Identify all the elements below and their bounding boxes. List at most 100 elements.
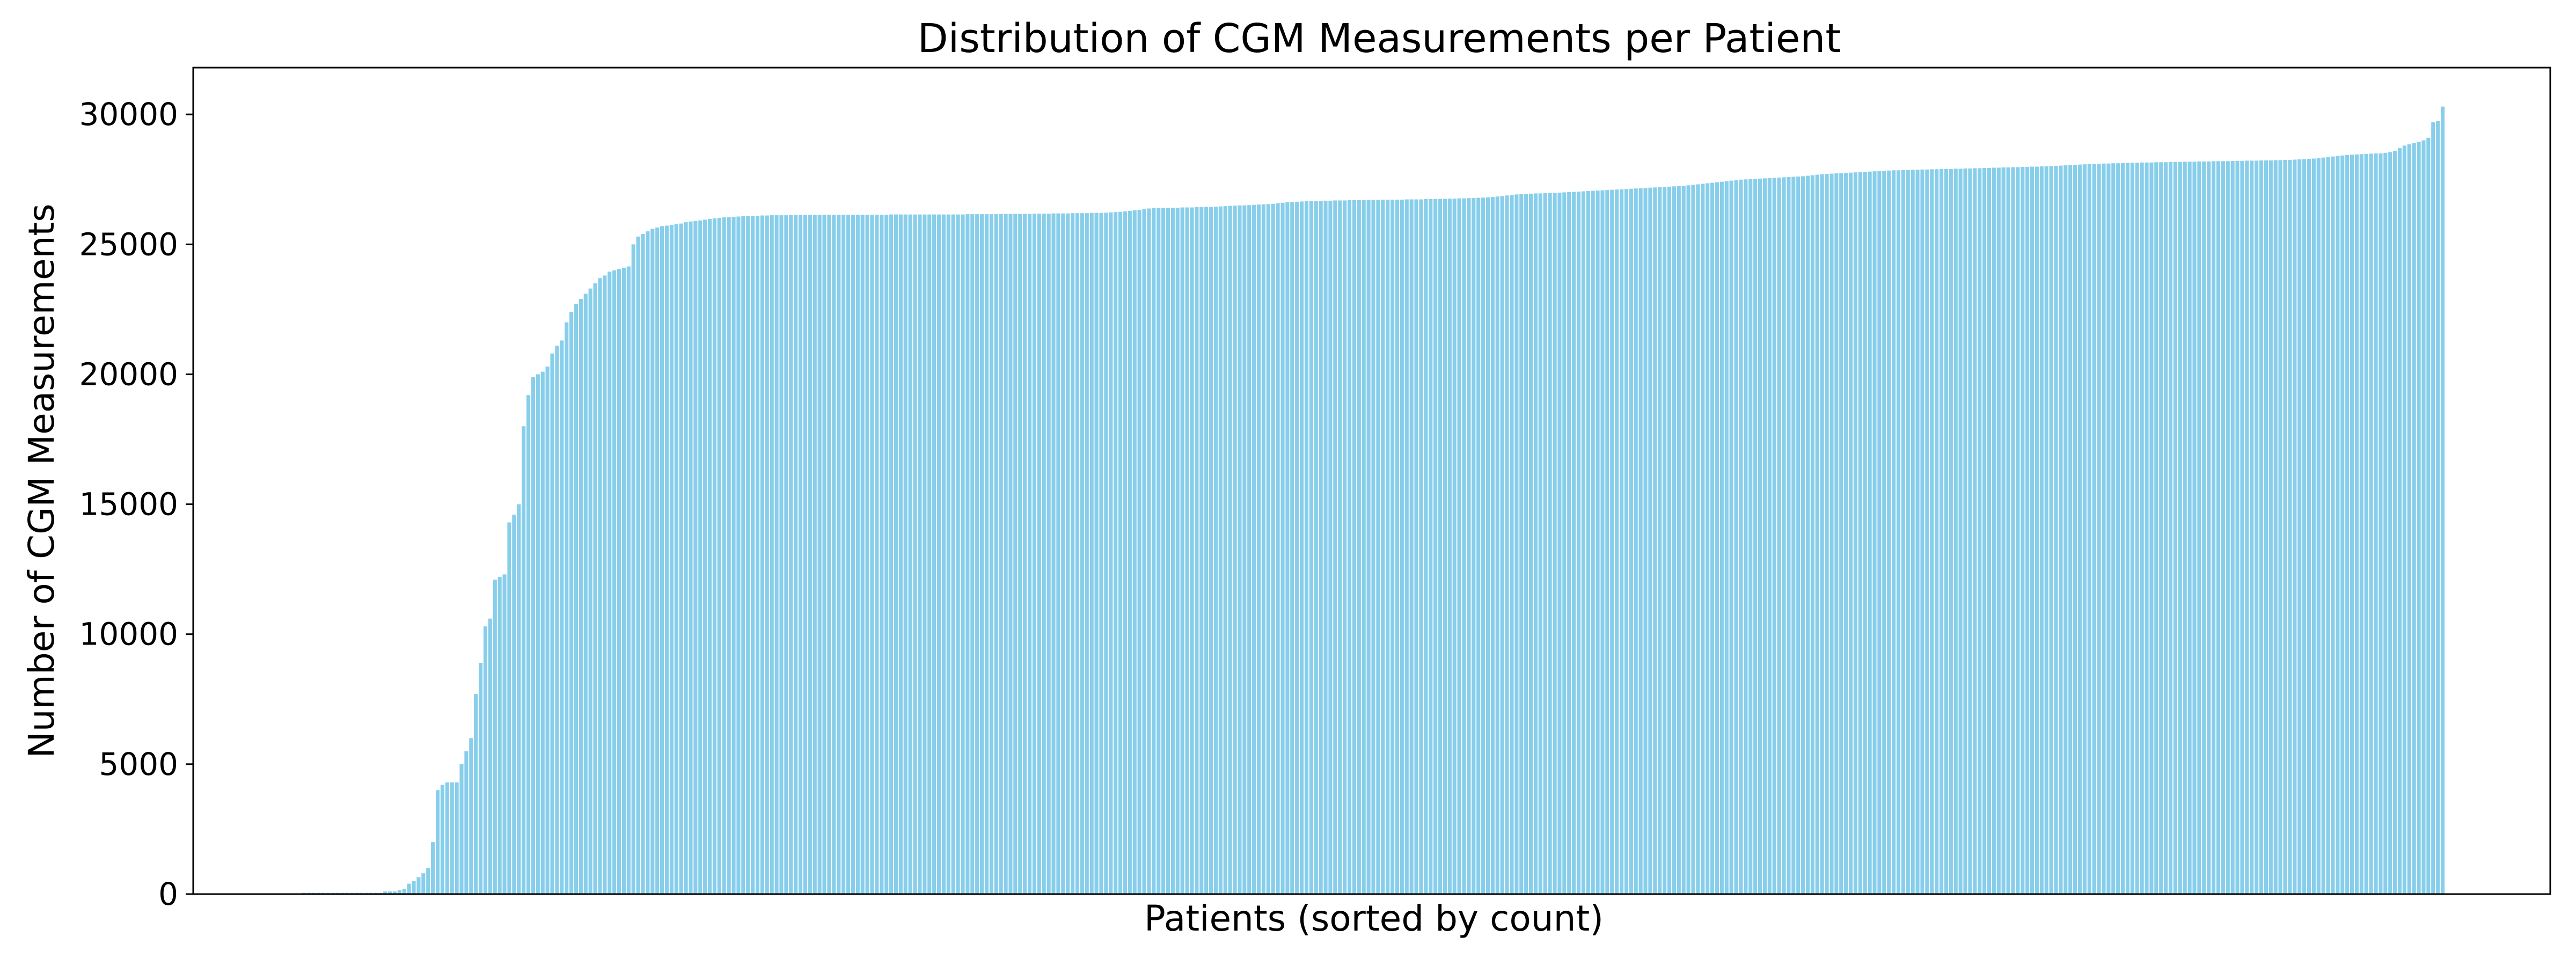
bar [1304, 201, 1309, 894]
bar [1137, 209, 1141, 894]
bar [1276, 203, 1280, 894]
bar [884, 215, 889, 895]
bar [2183, 162, 2187, 894]
bar [2436, 121, 2440, 894]
bar [832, 215, 836, 895]
bar [1762, 178, 1767, 894]
bar [1429, 199, 1433, 894]
bar [1510, 195, 1514, 894]
bar [1600, 190, 1605, 895]
bar [588, 288, 592, 894]
bar [927, 214, 932, 894]
bar [1877, 171, 1882, 894]
bar [2116, 163, 2120, 895]
bar [2087, 164, 2091, 894]
bar [1801, 176, 1805, 895]
bar [608, 272, 612, 894]
bar [1409, 199, 1414, 894]
bar [1037, 214, 1041, 894]
bar [636, 236, 640, 894]
bar [1223, 206, 1227, 894]
bar [731, 216, 736, 895]
bar [837, 215, 841, 895]
bar [2021, 166, 2025, 894]
bar [1528, 193, 1533, 894]
bar [822, 215, 826, 895]
x-axis-label: Patients (sorted by count) [1144, 898, 1604, 939]
bar [522, 426, 526, 894]
bar [1438, 199, 1443, 894]
bar [1796, 176, 1801, 894]
bar [1218, 206, 1223, 895]
bar [2001, 167, 2006, 895]
bar [569, 312, 574, 894]
bar [698, 220, 702, 894]
bar [1858, 172, 1862, 895]
bar [2268, 160, 2273, 894]
bar [2154, 162, 2158, 894]
bar [956, 214, 960, 894]
bar [875, 215, 879, 895]
y-tick-label: 5000 [99, 746, 178, 782]
bar [2426, 137, 2431, 894]
bar [941, 214, 946, 894]
bar [512, 514, 516, 894]
bar [1987, 167, 1992, 895]
bar [1992, 167, 1996, 895]
bar [1896, 170, 1901, 894]
bar [1863, 172, 1867, 895]
bar [741, 216, 745, 894]
chart-title: Distribution of CGM Measurements per Pat… [918, 16, 1841, 62]
bar [1844, 173, 1848, 894]
bar [1343, 200, 1347, 895]
bar [2316, 158, 2321, 894]
bar [1643, 188, 1648, 895]
bar [2164, 162, 2168, 894]
bar [488, 618, 492, 894]
bar [765, 215, 769, 894]
bar [459, 764, 464, 894]
bar [1882, 171, 1886, 894]
bar [1400, 200, 1404, 894]
bar [1485, 197, 1490, 894]
bar [1567, 192, 1571, 895]
plot-frame [192, 67, 2551, 895]
y-tick-label: 20000 [79, 356, 178, 392]
bar [1419, 199, 1423, 894]
bar [2331, 156, 2335, 894]
bar [1424, 199, 1428, 894]
bar [789, 215, 793, 895]
bar [1729, 180, 1733, 894]
bar [1433, 199, 1438, 894]
bar [1056, 213, 1060, 895]
bar [2226, 161, 2230, 895]
bar [1906, 170, 1910, 894]
bar [2245, 160, 2249, 894]
bar [727, 217, 731, 895]
bar [1710, 182, 1715, 894]
bar [1734, 180, 1738, 895]
bar [2102, 163, 2106, 895]
y-tick-label: 0 [158, 876, 178, 912]
bar [1719, 181, 1724, 895]
bar [1739, 179, 1743, 895]
bar [1963, 168, 1967, 894]
bar [736, 216, 741, 894]
bar [1132, 210, 1137, 894]
bar [1032, 214, 1036, 894]
bar [674, 224, 678, 894]
bar [407, 883, 411, 894]
bar [497, 577, 502, 894]
bar [416, 877, 421, 894]
bar [2345, 155, 2350, 895]
bar [1285, 202, 1290, 894]
bar [2278, 160, 2282, 894]
bar [689, 221, 693, 895]
y-tick-label: 15000 [79, 486, 178, 523]
bar [1767, 178, 1772, 894]
bar [679, 223, 683, 894]
bar [617, 269, 621, 894]
bar [984, 214, 989, 894]
bar [808, 215, 812, 895]
bar [536, 374, 540, 894]
